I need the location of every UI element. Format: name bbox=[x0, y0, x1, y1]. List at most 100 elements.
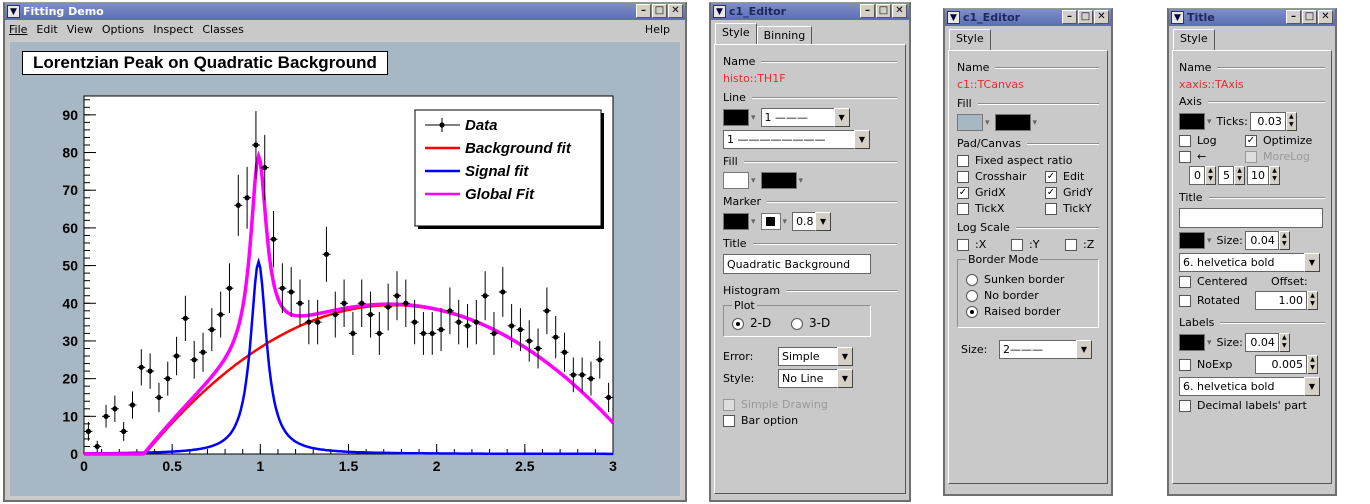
logz-checkbox[interactable]: :Z bbox=[1065, 238, 1094, 251]
maximize-button[interactable]: □ bbox=[876, 4, 891, 18]
menu-inspect[interactable]: Inspect bbox=[153, 22, 194, 36]
axis-color-swatch[interactable] bbox=[1179, 113, 1205, 130]
marker-size-select[interactable]: 0.8 ▼ bbox=[792, 212, 832, 231]
window-menu-icon[interactable]: ▼ bbox=[713, 5, 726, 18]
border-mode-label: Border Mode bbox=[966, 253, 1041, 266]
title-size-spinner[interactable]: 0.04 ▲ ▼ bbox=[1244, 231, 1290, 250]
noexp-checkbox[interactable]: NoExp bbox=[1179, 358, 1255, 371]
tab-binning[interactable]: Binning bbox=[756, 26, 813, 44]
marker-style-swatch[interactable] bbox=[760, 213, 781, 230]
menu-file[interactable]: File bbox=[9, 22, 28, 36]
minimize-button[interactable]: – bbox=[860, 4, 875, 18]
ticks-spinner[interactable]: 0.03 ▲ ▼ bbox=[1249, 112, 1297, 131]
primary-divisions-spinner[interactable]: 0 ▲ ▼ bbox=[1189, 166, 1216, 185]
color-dropdown-icon[interactable]: ▾ bbox=[751, 175, 756, 186]
rotated-checkbox[interactable]: Rotated bbox=[1179, 294, 1255, 307]
no-border-radio[interactable]: No border bbox=[966, 289, 1090, 302]
title-font-select[interactable]: 6. helvetica bold ▼ bbox=[1179, 253, 1320, 272]
minimize-button[interactable]: – bbox=[1062, 10, 1077, 24]
raised-border-radio[interactable]: Raised border bbox=[966, 305, 1090, 318]
fixed-aspect-checkbox[interactable]: Fixed aspect ratio bbox=[957, 154, 1099, 167]
labels-size-spinner[interactable]: 0.04 ▲ ▼ bbox=[1244, 333, 1290, 352]
label-offset-spinner[interactable]: 0.005 ▲ ▼ bbox=[1255, 355, 1318, 374]
border-size-select[interactable]: 2 ——— ▼ bbox=[999, 340, 1092, 359]
color-dropdown-icon[interactable]: ▾ bbox=[751, 216, 756, 227]
maximize-button[interactable]: □ bbox=[1078, 10, 1093, 24]
bar-option-checkbox[interactable]: Bar option bbox=[723, 414, 897, 427]
menu-edit[interactable]: Edit bbox=[36, 22, 58, 36]
morelog-checkbox[interactable]: MoreLog bbox=[1245, 150, 1310, 163]
color-dropdown-icon[interactable]: ▾ bbox=[1207, 235, 1212, 246]
color-dropdown-icon[interactable]: ▾ bbox=[751, 112, 756, 123]
minimize-button[interactable]: – bbox=[1286, 10, 1301, 24]
maximize-button[interactable]: □ bbox=[652, 4, 667, 18]
color-dropdown-icon[interactable]: ▾ bbox=[1207, 116, 1212, 127]
offset-spinner[interactable]: 1.00 ▲ ▼ bbox=[1255, 291, 1318, 310]
ticky-checkbox[interactable]: TickY bbox=[1045, 202, 1092, 215]
plot-canvas[interactable]: Lorentzian Peak on Quadratic Background … bbox=[9, 41, 681, 497]
close-button[interactable]: ✕ bbox=[1094, 10, 1109, 24]
window-titlebar[interactable]: ▼ Title – □ ✕ bbox=[1169, 9, 1335, 26]
data-point bbox=[509, 323, 515, 329]
gridy-checkbox[interactable]: ✓ GridY bbox=[1045, 186, 1093, 199]
color-dropdown-icon[interactable]: ▾ bbox=[985, 117, 990, 128]
optimize-checkbox[interactable]: ✓ Optimize bbox=[1245, 134, 1313, 147]
menu-help[interactable]: Help bbox=[644, 22, 670, 36]
window-titlebar[interactable]: ▼ Fitting Demo – □ ✕ bbox=[5, 3, 685, 20]
marker-color-swatch[interactable] bbox=[723, 213, 749, 230]
minimize-button[interactable]: – bbox=[636, 4, 651, 18]
arrow-checkbox[interactable]: ← bbox=[1179, 150, 1245, 163]
maximize-button[interactable]: □ bbox=[1302, 10, 1317, 24]
simple-drawing-checkbox[interactable]: Simple Drawing bbox=[723, 398, 897, 411]
tertiary-divisions-spinner[interactable]: 10 ▲ ▼ bbox=[1247, 166, 1280, 185]
labels-font-select[interactable]: 6. helvetica bold ▼ bbox=[1179, 377, 1320, 396]
fill-pattern-swatch[interactable] bbox=[994, 114, 1031, 131]
close-button[interactable]: ✕ bbox=[668, 4, 683, 18]
pattern-dropdown-icon[interactable]: ▾ bbox=[1032, 117, 1038, 128]
tab-style[interactable]: Style bbox=[715, 23, 757, 44]
pattern-dropdown-icon[interactable]: ▾ bbox=[798, 175, 804, 186]
title-input[interactable]: Quadratic Background bbox=[723, 254, 871, 274]
data-point bbox=[579, 372, 585, 378]
draw-style-select[interactable]: No Line ▼ bbox=[778, 369, 853, 388]
close-button[interactable]: ✕ bbox=[892, 4, 907, 18]
line-width-select[interactable]: 1 ——— ▼ bbox=[760, 108, 850, 127]
window-titlebar[interactable]: ▼ c1_Editor – □ ✕ bbox=[945, 9, 1111, 26]
line-style-select[interactable]: 1 ———————— ▼ bbox=[723, 130, 870, 149]
window-menu-icon[interactable]: ▼ bbox=[1171, 11, 1184, 24]
axis-title-input[interactable] bbox=[1179, 208, 1323, 228]
color-dropdown-icon[interactable]: ▾ bbox=[1207, 337, 1212, 348]
marker-dropdown-icon[interactable]: ▾ bbox=[782, 216, 788, 227]
title-color-swatch[interactable] bbox=[1179, 232, 1205, 249]
tab-style[interactable]: Style bbox=[949, 29, 991, 50]
radio-2d[interactable]: 2-D bbox=[732, 316, 771, 330]
crosshair-checkbox[interactable]: Crosshair bbox=[957, 170, 1045, 183]
sunken-border-radio[interactable]: Sunken border bbox=[966, 273, 1090, 286]
logx-checkbox[interactable]: :X bbox=[957, 238, 1011, 251]
fill-pattern-swatch[interactable] bbox=[760, 172, 797, 189]
labels-color-swatch[interactable] bbox=[1179, 334, 1205, 351]
tab-style[interactable]: Style bbox=[1173, 29, 1215, 50]
line-color-swatch[interactable] bbox=[723, 109, 749, 126]
menu-options[interactable]: Options bbox=[101, 22, 145, 36]
window-titlebar[interactable]: ▼ c1_Editor – □ ✕ bbox=[711, 3, 909, 20]
window-menu-icon[interactable]: ▼ bbox=[7, 5, 20, 18]
menu-classes[interactable]: Classes bbox=[202, 22, 244, 36]
fill-color-swatch[interactable] bbox=[957, 114, 983, 131]
log-checkbox[interactable]: Log bbox=[1179, 134, 1245, 147]
style-panel: Name histo::TH1F Line ▾ 1 ——— ▼ 1 ———————… bbox=[714, 44, 906, 494]
fill-color-swatch[interactable] bbox=[723, 172, 749, 189]
menu-view[interactable]: View bbox=[66, 22, 93, 36]
decimal-labels-checkbox[interactable]: Decimal labels' part bbox=[1179, 399, 1325, 412]
edit-checkbox[interactable]: ✓ Edit bbox=[1045, 170, 1085, 183]
window-menu-icon[interactable]: ▼ bbox=[947, 11, 960, 24]
centered-checkbox[interactable]: Centered bbox=[1179, 275, 1271, 288]
gridx-checkbox[interactable]: ✓ GridX bbox=[957, 186, 1006, 199]
radio-3d[interactable]: 3-D bbox=[791, 316, 830, 330]
secondary-divisions-spinner[interactable]: 5 ▲ ▼ bbox=[1218, 166, 1245, 185]
logy-checkbox[interactable]: :Y bbox=[1011, 238, 1065, 251]
tickx-checkbox[interactable]: TickX bbox=[957, 202, 1045, 215]
data-point bbox=[218, 311, 224, 318]
close-button[interactable]: ✕ bbox=[1318, 10, 1333, 24]
error-select[interactable]: Simple ▼ bbox=[778, 347, 853, 366]
